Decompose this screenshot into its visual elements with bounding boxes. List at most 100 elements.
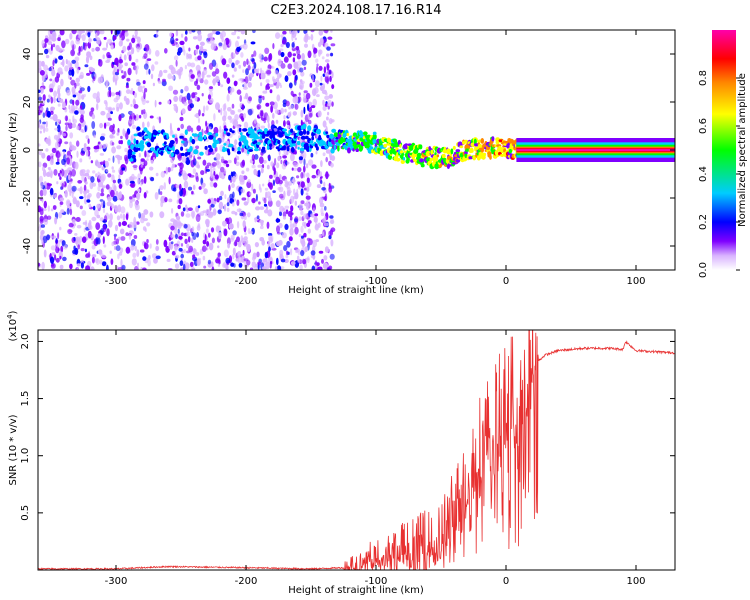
spectrogram-noise-cell	[292, 167, 298, 172]
spectrogram-noise-cell	[128, 110, 134, 115]
spectrogram-noise-cell	[142, 267, 147, 270]
spectrogram-noise-cell	[112, 75, 116, 83]
spectrogram-noise-cell	[195, 44, 200, 50]
spectrogram-noise-cell	[223, 228, 228, 237]
spectrogram-noise-cell	[275, 77, 280, 82]
spectrogram-noise-cell	[57, 232, 60, 240]
spectrogram-signal-cell	[436, 154, 440, 158]
spectrogram-noise-cell	[49, 78, 53, 82]
spectrogram-noise-cell	[191, 226, 195, 232]
spectrogram-noise-cell	[144, 242, 149, 250]
spectrogram-noise-cell	[85, 265, 91, 270]
spectrogram-noise-cell	[304, 257, 310, 261]
spectrogram-noise-cell	[330, 43, 336, 47]
spectrogram-noise-cell	[305, 163, 309, 169]
spectrogram-noise-cell	[117, 169, 121, 173]
spectrogram-noise-cell	[183, 101, 188, 106]
spectrogram-noise-cell	[47, 167, 51, 170]
spectrogram-noise-cell	[62, 59, 65, 67]
spectrogram-noise-cell	[81, 130, 86, 133]
spectrogram-noise-cell	[311, 174, 317, 179]
spectrogram-noise-cell	[112, 123, 115, 130]
spectrogram-noise-cell	[277, 155, 281, 162]
spectrogram-signal-cell	[181, 140, 185, 144]
spectrogram-noise-cell	[185, 204, 188, 210]
spectrogram-noise-cell	[114, 30, 119, 37]
spectrogram-noise-cell	[246, 58, 249, 65]
spectrogram-noise-cell	[125, 132, 129, 140]
spectrogram-noise-cell	[67, 60, 71, 68]
spectrogram-noise-cell	[289, 104, 294, 110]
spectrogram-noise-cell	[280, 51, 285, 58]
spectrogram-noise-cell	[53, 90, 58, 98]
spectrogram-noise-cell	[272, 112, 275, 119]
spectrogram-noise-cell	[163, 69, 168, 74]
spectrogram-noise-cell	[228, 184, 231, 192]
spectrogram-noise-cell	[75, 38, 81, 45]
spectrogram-noise-cell	[282, 102, 287, 108]
spectrogram-noise-cell	[285, 160, 288, 166]
spectrogram-noise-cell	[201, 113, 205, 117]
spectrogram-noise-cell	[283, 115, 286, 120]
spectrogram-noise-cell	[232, 253, 235, 260]
spectrogram-noise-cell	[252, 188, 256, 194]
snr-x-tick-label: 0	[503, 576, 509, 587]
spectrogram-noise-cell	[252, 68, 255, 75]
spectrogram-noise-cell	[136, 192, 141, 201]
spectrogram-noise-cell	[55, 237, 58, 244]
spectrogram-noise-cell	[59, 98, 64, 104]
spectrogram-noise-cell	[88, 155, 92, 160]
spectrogram-signal-cell	[139, 140, 145, 146]
spectrogram-noise-cell	[285, 209, 289, 214]
spectrogram-noise-cell	[331, 101, 334, 107]
spectrogram-noise-cell	[184, 262, 190, 270]
spectrogram-noise-cell	[75, 77, 81, 83]
spectrogram-noise-cell	[197, 205, 201, 209]
spectrogram-noise-cell	[296, 48, 301, 56]
spectrogram-noise-cell	[215, 153, 221, 161]
spectrogram-noise-cell	[240, 30, 246, 35]
spectrogram-noise-cell	[258, 201, 261, 205]
spectrogram-noise-cell	[132, 98, 136, 106]
spectrogram-noise-cell	[308, 159, 314, 166]
spectrogram-noise-cell	[192, 168, 197, 175]
spectrogram-noise-cell	[238, 64, 241, 69]
spectrogram-noise-cell	[273, 179, 275, 187]
spectrogram-signal-cell	[161, 147, 165, 151]
spectrogram-noise-cell	[240, 80, 245, 84]
spectrogram-noise-cell	[79, 117, 85, 123]
spectrogram-noise-cell	[286, 187, 291, 192]
spectrogram-noise-cell	[297, 30, 300, 34]
spectrogram-signal-cell	[133, 133, 139, 137]
spectrogram-signal-cell	[240, 132, 243, 136]
spectrogram-signal-cell	[143, 135, 150, 139]
spectrogram-signal-cell	[255, 136, 261, 140]
spectrogram-noise-cell	[110, 258, 114, 266]
spectrogram-noise-cell	[136, 46, 140, 53]
spectrogram-noise-cell	[224, 169, 227, 175]
spectrogram-noise-cell	[307, 50, 312, 59]
spectrogram-noise-cell	[107, 196, 112, 202]
spectrogram-noise-cell	[226, 77, 231, 84]
spectrogram-noise-cell	[110, 111, 113, 115]
spectrogram-noise-cell	[205, 165, 210, 169]
spectrogram-noise-cell	[316, 65, 319, 74]
spectrogram-noise-cell	[134, 200, 139, 208]
spectrogram-noise-cell	[111, 142, 115, 146]
spectrogram-noise-cell	[139, 249, 145, 253]
spectrogram-noise-cell	[251, 66, 254, 70]
spectrogram-noise-cell	[180, 211, 185, 217]
spectrogram-signal-cell	[322, 141, 326, 146]
spectrogram-noise-cell	[310, 30, 315, 33]
spectrogram-noise-cell	[254, 242, 259, 248]
spectrogram-noise-cell	[218, 171, 223, 179]
spectrogram-signal-cell	[388, 138, 392, 144]
spectrogram-noise-cell	[169, 129, 174, 137]
spectrogram-noise-cell	[147, 258, 151, 267]
spectrogram-noise-cell	[77, 244, 80, 250]
spectrogram-noise-cell	[300, 181, 305, 188]
spectrogram-noise-cell	[318, 234, 322, 238]
spectrogram-noise-cell	[270, 105, 273, 113]
spectrogram-noise-cell	[80, 248, 85, 252]
